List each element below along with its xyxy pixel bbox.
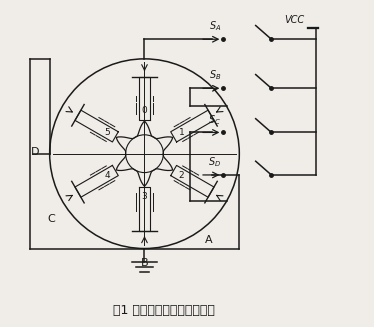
Text: $S_{D}$: $S_{D}$ — [208, 155, 221, 169]
Text: C: C — [47, 214, 55, 224]
Text: 图1 四相步进电机步进示意图: 图1 四相步进电机步进示意图 — [113, 304, 215, 317]
Text: 5: 5 — [105, 128, 110, 137]
Text: 3: 3 — [142, 192, 147, 201]
Text: $S_{B}$: $S_{B}$ — [209, 69, 221, 82]
Text: D: D — [31, 147, 40, 157]
Text: $S_{C}$: $S_{C}$ — [208, 113, 221, 127]
Text: 1: 1 — [179, 128, 184, 137]
Text: 0: 0 — [142, 106, 147, 115]
Text: A: A — [205, 235, 212, 245]
Text: 2: 2 — [179, 171, 184, 180]
Text: $S_{A}$: $S_{A}$ — [209, 20, 221, 33]
Text: B: B — [141, 258, 148, 268]
Text: 4: 4 — [105, 171, 110, 180]
Text: VCC: VCC — [285, 14, 305, 25]
